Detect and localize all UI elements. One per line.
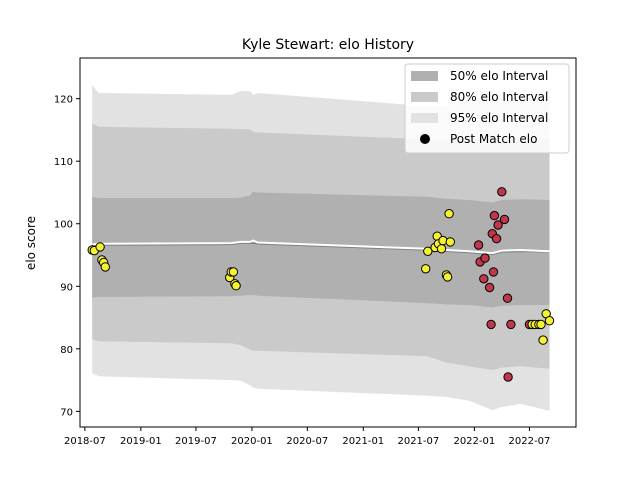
- y-tick-label: 120: [54, 95, 73, 106]
- post-match-elo-point: [538, 335, 548, 345]
- x-tick-label: 2022-07: [509, 436, 551, 447]
- chart-title: Kyle Stewart: elo History: [242, 37, 414, 53]
- post-match-elo-point: [499, 214, 510, 225]
- post-match-elo-point: [231, 281, 241, 291]
- x-tick-label: 2021-01: [342, 436, 384, 447]
- legend-marker: [420, 134, 430, 144]
- x-tick-label: 2021-07: [397, 436, 439, 447]
- plot-frame: [79, 57, 577, 428]
- post-match-elo-point: [479, 274, 489, 284]
- legend-box: [404, 63, 570, 154]
- x-tick-label: 2020-07: [286, 436, 328, 447]
- post-match-elo-point: [544, 316, 555, 326]
- legend-swatch: [411, 113, 438, 123]
- x-tick-label: 2022-01: [453, 436, 495, 447]
- y-tick-label: 80: [60, 345, 73, 356]
- post-match-elo-point: [95, 242, 105, 252]
- x-tick-label: 2019-07: [175, 436, 217, 447]
- post-match-elo-point: [493, 220, 503, 230]
- y-tick-label: 90: [60, 282, 73, 293]
- legend: 50% elo Interval 80% elo Interval 95% elo …: [404, 63, 570, 154]
- post-match-elo-point: [473, 240, 484, 250]
- post-match-elo-point: [497, 187, 507, 197]
- post-match-elo-point: [502, 293, 513, 303]
- median-elo-line: [92, 242, 550, 256]
- x-tick-label: 2018-07: [64, 436, 106, 447]
- axes: 2018-07 2019-01 2019-07 2020-01 2020-07 2021-…: [54, 57, 577, 447]
- post-match-elo-point: [491, 234, 502, 244]
- y-tick-label: 70: [60, 407, 73, 418]
- post-match-elo-point: [100, 262, 111, 272]
- y-tick-label: 100: [54, 220, 73, 231]
- mean-elo-line: [92, 239, 550, 255]
- post-match-elo-point: [486, 319, 496, 330]
- legend-label: 95% elo Interval: [450, 111, 548, 125]
- y-axis-label: elo score: [24, 216, 38, 270]
- post-match-elo-point: [506, 319, 516, 330]
- post-match-elo-point: [480, 253, 490, 263]
- post-match-elo-point: [503, 372, 513, 382]
- legend-label: 80% elo Interval: [450, 90, 548, 104]
- post-match-elo-point: [488, 267, 499, 277]
- post-match-elo-point: [442, 272, 453, 282]
- y-tick-label: 110: [54, 157, 73, 168]
- x-tick-label: 2019-01: [120, 436, 162, 447]
- post-match-elo-point: [228, 267, 239, 277]
- legend-swatch: [411, 71, 438, 81]
- post-match-elo-point: [444, 209, 454, 219]
- post-match-elo-point: [536, 319, 546, 330]
- post-match-elo-point: [484, 282, 495, 293]
- legend-label: Post Match elo: [450, 132, 537, 146]
- plot-area: [87, 84, 555, 411]
- post-match-elo-point: [489, 210, 500, 221]
- legend-swatch: [411, 92, 438, 102]
- post-match-elo-point: [445, 237, 455, 247]
- post-match-elo-point: [421, 264, 431, 274]
- ci50-band: [92, 191, 550, 308]
- legend-label: 50% elo Interval: [450, 69, 548, 83]
- post-match-elo-point: [436, 244, 447, 254]
- x-tick-label: 2020-01: [231, 436, 273, 447]
- post-match-elo-point: [423, 246, 433, 257]
